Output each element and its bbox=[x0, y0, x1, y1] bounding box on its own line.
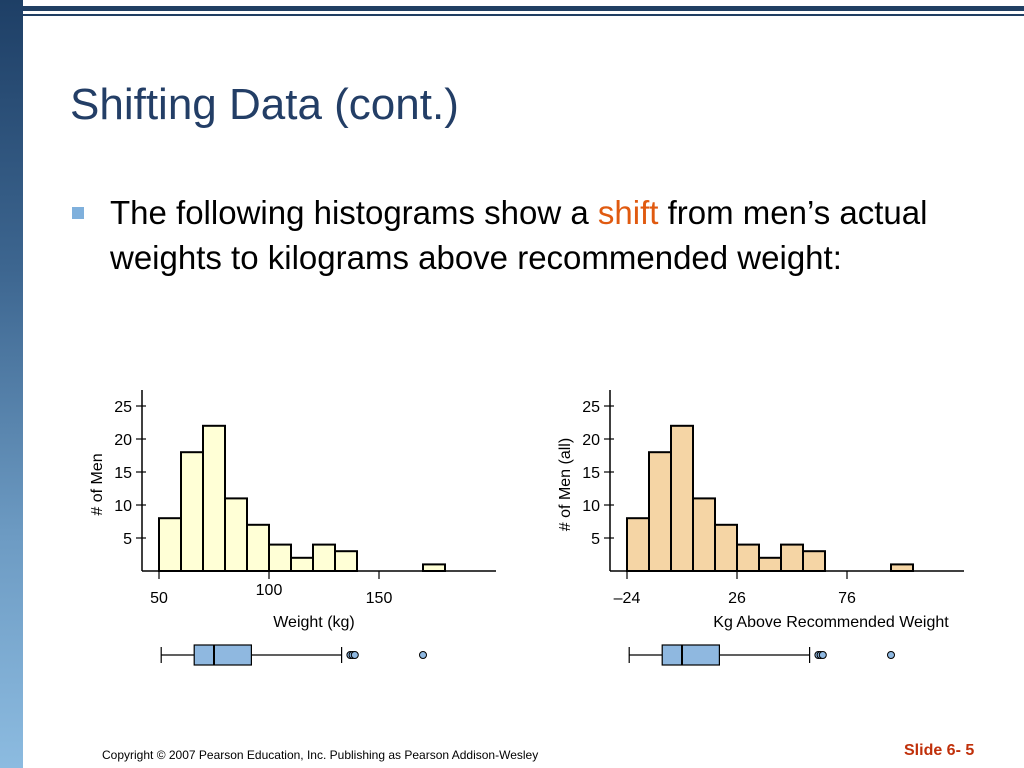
y-tick-label: 25 bbox=[582, 399, 600, 416]
histogram-bar bbox=[626, 517, 650, 572]
x-tick-label: 76 bbox=[838, 590, 856, 607]
bullet-highlight-shift: shift bbox=[597, 194, 659, 231]
top-rule-thick bbox=[23, 6, 1024, 11]
x-tick-label: 26 bbox=[728, 590, 746, 607]
histogram-weight-kg: 5 10 15 20 25 # of Men 50 100 150 Weight (kg) bbox=[89, 390, 496, 666]
y-tick-label: 5 bbox=[123, 531, 132, 548]
y-tick-label: 15 bbox=[114, 465, 132, 482]
boxplot-box bbox=[193, 644, 252, 666]
x-tick-label: 150 bbox=[366, 590, 393, 607]
footer-copyright: Copyright © 2007 Pearson Education, Inc.… bbox=[102, 748, 539, 762]
x-axis-label: Kg Above Recommended Weight bbox=[713, 614, 949, 631]
bullet-text-end: from men’s actual weights to kilograms a… bbox=[110, 194, 928, 276]
histogram-bar bbox=[158, 517, 182, 572]
slide-title: Shifting Data (cont.) bbox=[70, 80, 459, 129]
histogram-bar bbox=[802, 550, 826, 572]
x-tick-label: 50 bbox=[150, 590, 168, 607]
histogram-bar bbox=[780, 543, 804, 573]
histogram-bar bbox=[890, 563, 914, 572]
bullet-text-start: The following histograms show a bbox=[110, 194, 598, 231]
left-accent-bar bbox=[0, 0, 23, 768]
histogram-kg-above-recommended: 5 10 15 20 25 # of Men (all) –24 26 76 Kg Above R… bbox=[557, 390, 964, 666]
histogram-bar bbox=[670, 424, 694, 572]
histogram-bar bbox=[202, 424, 226, 572]
boxplot-outlier bbox=[350, 651, 359, 659]
boxplot-outlier bbox=[419, 651, 427, 659]
x-tick-label: –24 bbox=[614, 590, 641, 607]
y-axis-label: # of Men (all) bbox=[557, 438, 574, 531]
y-axis-label: # of Men bbox=[89, 453, 106, 515]
histogram-bar bbox=[246, 523, 270, 573]
histogram-bar bbox=[224, 497, 248, 572]
y-tick-label: 10 bbox=[582, 498, 600, 515]
histogram-bar bbox=[648, 451, 672, 572]
footer-slide-number: Slide 6- 5 bbox=[904, 742, 975, 759]
boxplot-box bbox=[661, 644, 720, 666]
histogram-bar bbox=[268, 543, 292, 573]
x-axis-label: Weight (kg) bbox=[273, 614, 355, 631]
y-tick-label: 5 bbox=[591, 531, 600, 548]
bullet-text: The following histograms show a shift fr… bbox=[110, 190, 1000, 280]
y-tick-label: 20 bbox=[114, 432, 132, 449]
histogram-bar bbox=[736, 543, 760, 573]
top-rule-thin bbox=[23, 14, 1024, 16]
histogram-bar bbox=[692, 497, 716, 572]
boxplot-outlier bbox=[887, 651, 895, 659]
y-tick-label: 15 bbox=[582, 465, 600, 482]
y-tick-label: 25 bbox=[114, 399, 132, 416]
histogram-bar bbox=[334, 550, 358, 572]
histogram-bar bbox=[714, 523, 738, 573]
histogram-bar bbox=[180, 451, 204, 572]
histogram-bar bbox=[758, 556, 782, 573]
bullet-square-icon bbox=[72, 207, 84, 219]
histogram-bar bbox=[422, 563, 446, 572]
y-tick-label: 10 bbox=[114, 498, 132, 515]
histogram-bar bbox=[290, 556, 314, 573]
boxplot-outlier bbox=[818, 651, 827, 659]
histogram-bar bbox=[312, 543, 336, 573]
y-tick-label: 20 bbox=[582, 432, 600, 449]
x-tick-label: 100 bbox=[256, 582, 283, 599]
